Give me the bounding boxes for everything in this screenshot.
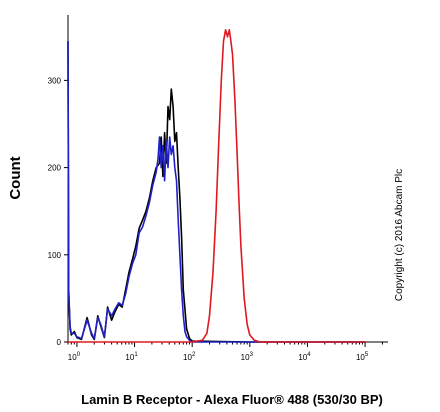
y-axis-title: Count — [7, 156, 24, 199]
x-ticks: 100 101 102 103 104 105 — [67, 342, 383, 362]
series-line-3 — [68, 28, 366, 343]
x-tick-label: 103 — [241, 352, 254, 362]
y-tick-label: 300 — [48, 76, 62, 85]
y-tick-label: 0 — [57, 338, 62, 347]
x-tick-label: 100 — [68, 352, 81, 362]
y-tick-label: 100 — [48, 251, 62, 260]
y-tick-label: 200 — [48, 164, 62, 173]
x-tick-label: 102 — [183, 352, 196, 362]
plot-frame — [67, 15, 388, 343]
y-ticks: 0 100 200 300 — [48, 76, 68, 347]
x-tick-label: 104 — [298, 352, 311, 362]
x-axis-title: Lamin B Receptor - Alexa Fluor® 488 (530… — [81, 392, 383, 407]
x-tick-label: 101 — [125, 352, 138, 362]
x-tick-label: 105 — [356, 352, 369, 362]
series-layer — [67, 28, 366, 343]
series-line-2 — [67, 41, 366, 343]
copyright-notice: Copyright (c) 2016 Abcam Plc — [394, 169, 405, 301]
